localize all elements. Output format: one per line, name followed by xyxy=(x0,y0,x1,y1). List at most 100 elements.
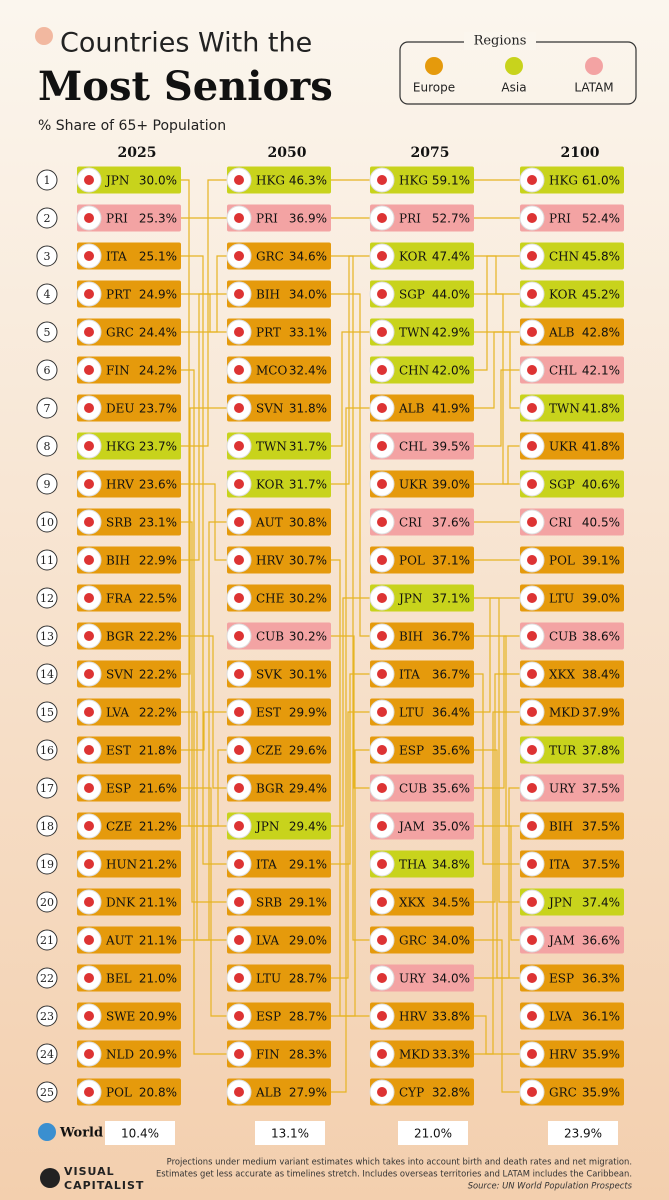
country-code: CHN xyxy=(549,250,579,264)
flag-inner xyxy=(377,745,387,755)
country-pill xyxy=(77,622,181,650)
flag-inner xyxy=(377,593,387,603)
country-code: JAM xyxy=(547,934,575,948)
flag-inner xyxy=(234,517,244,527)
flag-inner xyxy=(234,1087,244,1097)
country-value: 34.0% xyxy=(432,972,470,986)
flag-inner xyxy=(234,973,244,983)
globe-icon xyxy=(38,1123,56,1141)
rank-number: 24 xyxy=(40,1048,54,1061)
country-value: 32.4% xyxy=(289,364,327,378)
country-code: ESP xyxy=(106,782,131,796)
rank-circle xyxy=(36,929,58,951)
flag-inner xyxy=(234,745,244,755)
connector xyxy=(331,749,370,1017)
flag-inner xyxy=(234,251,244,261)
country-code: SRB xyxy=(106,516,132,530)
country-pill xyxy=(227,622,331,650)
country-value: 35.6% xyxy=(432,744,470,758)
country-pill xyxy=(77,470,181,498)
flag-inner xyxy=(377,289,387,299)
country-pill xyxy=(520,356,624,384)
flag-inner xyxy=(527,973,537,983)
country-value: 33.3% xyxy=(432,1048,470,1062)
country-code: BIH xyxy=(399,630,423,644)
country-value: 35.0% xyxy=(432,820,470,834)
country-pill xyxy=(370,622,474,650)
flag-inner xyxy=(377,403,387,413)
country-pill xyxy=(520,812,624,840)
country-code: THA xyxy=(399,858,426,872)
country-pill xyxy=(520,774,624,802)
flag-inner xyxy=(234,175,244,185)
logo-icon xyxy=(40,1168,60,1188)
country-pill xyxy=(370,736,474,764)
country-code: TWN xyxy=(256,440,287,454)
country-value: 36.7% xyxy=(432,668,470,682)
country-pill xyxy=(370,356,474,384)
rank-number: 17 xyxy=(40,782,54,795)
country-value: 36.4% xyxy=(432,706,470,720)
country-pill xyxy=(370,432,474,460)
country-value: 37.8% xyxy=(582,744,620,758)
rank-circle xyxy=(36,739,58,761)
rank-circle xyxy=(36,1081,58,1103)
country-code: BIH xyxy=(106,554,130,568)
country-code: BIH xyxy=(549,820,573,834)
connector xyxy=(474,939,520,1093)
country-code: HKG xyxy=(399,174,428,188)
rank-circle xyxy=(36,511,58,533)
country-value: 59.1% xyxy=(432,174,470,188)
rank-circle xyxy=(36,359,58,381)
country-pill xyxy=(520,1002,624,1030)
connector xyxy=(331,407,370,1093)
country-code: URY xyxy=(399,972,427,986)
country-code: AUT xyxy=(255,516,283,530)
country-value: 37.5% xyxy=(582,782,620,796)
country-value: 24.2% xyxy=(139,364,177,378)
flag-inner xyxy=(377,213,387,223)
flag-inner xyxy=(377,441,387,451)
country-code: GRC xyxy=(106,326,134,340)
country-code: SVK xyxy=(256,668,283,682)
country-value: 23.1% xyxy=(139,516,177,530)
connector xyxy=(331,673,370,865)
connector xyxy=(181,293,227,333)
flag-inner xyxy=(234,783,244,793)
flag-inner xyxy=(84,1049,94,1059)
country-value: 29.4% xyxy=(289,820,327,834)
country-code: JPN xyxy=(397,592,422,606)
country-code: MKD xyxy=(399,1048,430,1062)
country-code: CUB xyxy=(256,630,284,644)
country-value: 39.0% xyxy=(432,478,470,492)
rank-circle xyxy=(36,1005,58,1027)
connectors xyxy=(181,179,520,1093)
rank-circle xyxy=(36,777,58,799)
connector xyxy=(474,597,520,713)
flag-inner xyxy=(84,289,94,299)
flag-inner xyxy=(234,327,244,337)
country-pill xyxy=(227,280,331,308)
flag-inner xyxy=(377,631,387,641)
country-pill xyxy=(227,470,331,498)
country-pill xyxy=(227,242,331,270)
flag-inner xyxy=(527,327,537,337)
flag-inner xyxy=(527,631,537,641)
flag-inner xyxy=(234,631,244,641)
flag-inner xyxy=(377,669,387,679)
connector xyxy=(181,521,227,941)
country-code: CHN xyxy=(399,364,429,378)
flag-inner xyxy=(234,479,244,489)
connector xyxy=(181,407,227,675)
country-pill xyxy=(77,850,181,878)
flag-inner xyxy=(527,441,537,451)
flag-inner xyxy=(84,213,94,223)
legend-label: Europe xyxy=(413,81,455,95)
rank-circle xyxy=(36,853,58,875)
country-pill xyxy=(520,736,624,764)
connector xyxy=(474,255,520,371)
country-pill xyxy=(77,204,181,232)
country-code: FIN xyxy=(106,364,130,378)
country-code: DEU xyxy=(106,402,135,416)
country-code: POL xyxy=(106,1086,132,1100)
